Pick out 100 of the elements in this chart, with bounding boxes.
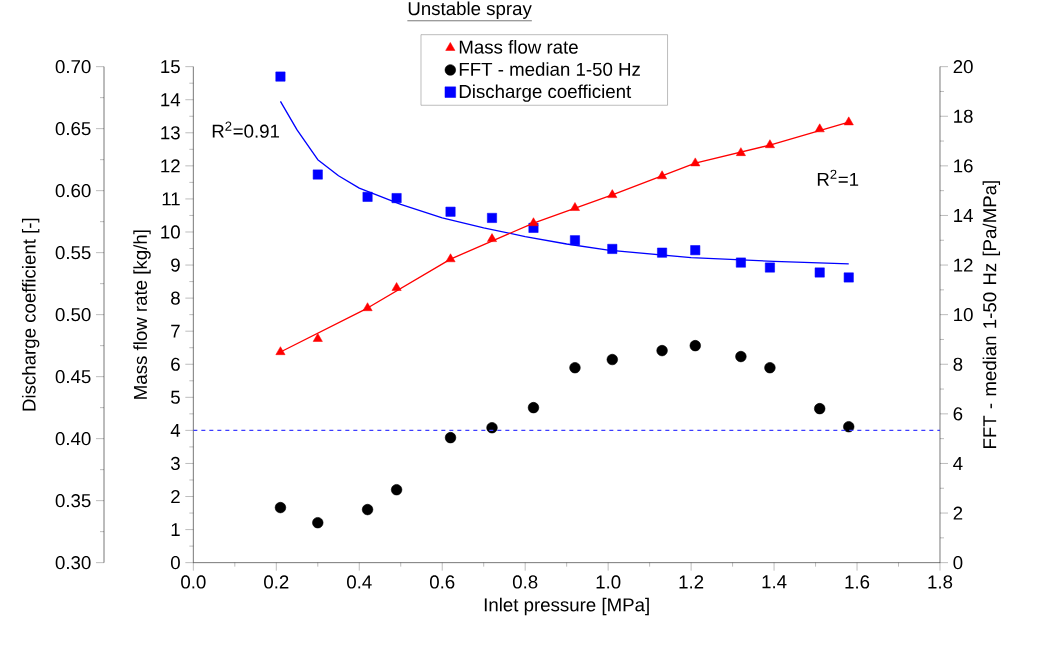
point bbox=[391, 282, 402, 291]
y3-tick-label: 0.60 bbox=[55, 184, 91, 198]
y-tick-label: 12 bbox=[161, 159, 180, 173]
x-tick-label: 0.8 bbox=[512, 575, 538, 589]
legend-label: Discharge coefficient bbox=[459, 84, 632, 102]
point bbox=[657, 247, 668, 258]
y3-tick-label: 0.30 bbox=[55, 556, 91, 570]
y2-tick-label: 6 bbox=[953, 407, 963, 421]
point bbox=[444, 432, 457, 444]
x-axis-title: Inlet pressure [MPa] bbox=[484, 597, 649, 616]
y-tick-label: 11 bbox=[162, 192, 180, 206]
y-tick-label: 14 bbox=[161, 93, 181, 107]
y-tick-label: 15 bbox=[161, 60, 180, 74]
y3-tick-label: 0.70 bbox=[55, 60, 91, 74]
point bbox=[362, 191, 373, 202]
y2-tick-label: 4 bbox=[953, 457, 963, 470]
x-tick-label: 0.4 bbox=[347, 575, 372, 589]
y3-tick-label: 0.35 bbox=[55, 494, 91, 508]
x-tick-label: 1.2 bbox=[679, 575, 704, 589]
point bbox=[690, 245, 701, 256]
y3-tick-label: 0.40 bbox=[55, 432, 91, 446]
point bbox=[274, 501, 287, 514]
point bbox=[361, 503, 374, 516]
point bbox=[843, 421, 855, 433]
point bbox=[764, 362, 776, 374]
y2-tick-label: 8 bbox=[953, 357, 963, 371]
point bbox=[391, 193, 402, 204]
point bbox=[275, 71, 286, 82]
point bbox=[391, 484, 403, 496]
y3-tick-label: 0.45 bbox=[55, 370, 91, 384]
point bbox=[843, 272, 854, 283]
y-tick-label: 8 bbox=[171, 291, 180, 305]
x-tick-label: 0.0 bbox=[181, 575, 206, 589]
y3-tick-label: 0.55 bbox=[55, 246, 91, 260]
point bbox=[814, 267, 825, 278]
y2-tick-label: 14 bbox=[954, 209, 973, 222]
point bbox=[527, 402, 540, 414]
point bbox=[843, 116, 854, 126]
y-tick-label: 0 bbox=[170, 556, 180, 570]
y-tick-label: 4 bbox=[170, 423, 181, 437]
point bbox=[607, 244, 618, 254]
x-tick-label: 1.8 bbox=[928, 575, 953, 589]
point bbox=[362, 302, 373, 311]
y-axis-title: Mass flow rate [kg/h] bbox=[133, 230, 151, 399]
annotation: R$^{2}$=1 bbox=[817, 169, 859, 186]
point bbox=[690, 157, 701, 167]
y2-tick-label: 18 bbox=[954, 109, 973, 123]
point bbox=[445, 253, 456, 263]
chart-title: Unstable spray bbox=[408, 1, 532, 19]
y-tick-label: 5 bbox=[171, 390, 180, 404]
point bbox=[487, 233, 497, 242]
point bbox=[814, 403, 826, 415]
y-tick-label: 13 bbox=[161, 126, 180, 140]
y-tick-label: 2 bbox=[171, 489, 180, 504]
y-tick-label: 9 bbox=[171, 258, 180, 272]
point bbox=[312, 169, 323, 180]
y-tick-label: 6 bbox=[171, 357, 180, 371]
point bbox=[528, 217, 539, 226]
point bbox=[736, 147, 746, 156]
point bbox=[607, 189, 618, 198]
y-tick-label: 10 bbox=[161, 225, 180, 239]
point bbox=[735, 257, 746, 268]
point bbox=[657, 170, 667, 180]
point bbox=[569, 362, 581, 374]
y2-tick-label: 20 bbox=[953, 60, 973, 74]
point bbox=[735, 350, 747, 363]
point bbox=[570, 235, 580, 246]
y2-tick-label: 12 bbox=[954, 258, 973, 272]
legend-label: Mass flow rate bbox=[459, 40, 578, 54]
x-tick-label: 1.4 bbox=[762, 575, 787, 589]
point bbox=[312, 517, 324, 529]
x-tick-label: 0.2 bbox=[264, 575, 289, 589]
y-tick-label: 3 bbox=[170, 456, 180, 471]
y2-tick-label: 2 bbox=[953, 506, 963, 520]
x-tick-label: 0.6 bbox=[429, 575, 455, 589]
y3-axis-title: Discharge coefficient [-] bbox=[21, 218, 40, 411]
y2-tick-label: 16 bbox=[954, 159, 973, 173]
y2-tick-label: 0 bbox=[953, 556, 963, 570]
point bbox=[765, 139, 775, 148]
y2-tick-label: 10 bbox=[954, 308, 973, 322]
point bbox=[814, 123, 825, 133]
y-tick-label: 1 bbox=[171, 523, 180, 537]
point bbox=[312, 333, 323, 342]
point bbox=[275, 346, 286, 355]
legend-label: FFT - median 1-50 Hz bbox=[459, 62, 640, 76]
point bbox=[570, 202, 580, 211]
y3-tick-label: 0.65 bbox=[55, 122, 91, 136]
y2-axis-title: FFT - median 1-50 Hz [Pa/MPa] bbox=[982, 181, 1001, 448]
point bbox=[764, 262, 775, 273]
x-tick-label: 1.6 bbox=[845, 575, 870, 589]
y3-tick-label: 0.50 bbox=[55, 308, 91, 322]
point bbox=[689, 340, 701, 352]
point bbox=[445, 206, 456, 217]
point bbox=[487, 213, 497, 223]
x-tick-label: 1.0 bbox=[596, 575, 621, 589]
annotation: R$^{2}$=0.91 bbox=[212, 121, 280, 138]
y-tick-label: 7 bbox=[171, 324, 180, 338]
point bbox=[486, 422, 498, 434]
point bbox=[656, 345, 668, 357]
point bbox=[606, 353, 618, 366]
